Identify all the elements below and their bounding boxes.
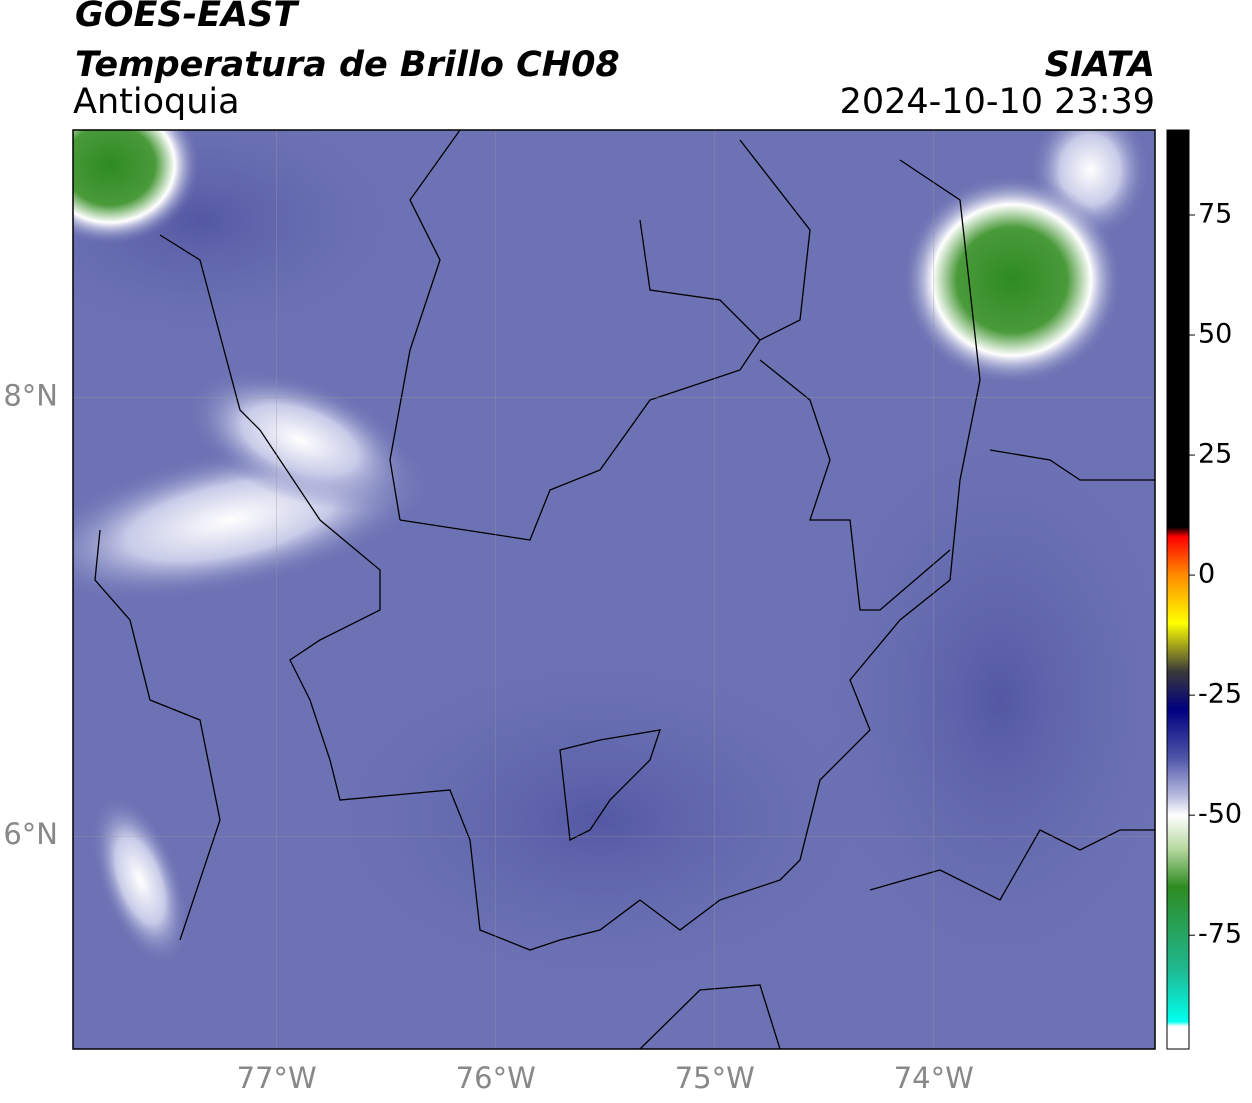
border	[159, 159, 981, 951]
cloud	[185, 370, 415, 510]
subtitle: Temperatura de Brillo CH08	[75, 45, 620, 85]
colorbar-tick-label: 75	[1198, 198, 1232, 229]
map-field	[73, 130, 1155, 1049]
convective-cloud	[902, 175, 1122, 385]
border	[989, 449, 1155, 481]
border	[639, 984, 781, 1049]
map-frame	[72, 129, 1156, 1050]
timestamp: 2024-10-10 23:39	[840, 82, 1155, 122]
source: SIATA	[1045, 45, 1155, 85]
border	[389, 130, 461, 521]
colorbar-tick-label: 0	[1198, 559, 1215, 590]
colorbar-tick-label: 25	[1198, 439, 1232, 470]
colorbar-tick-label: -75	[1198, 919, 1242, 950]
border	[399, 139, 811, 541]
colorbar	[1166, 129, 1190, 1050]
cold-area	[800, 400, 1155, 1000]
border	[759, 359, 951, 611]
colorbar-tick-label: 50	[1198, 319, 1232, 350]
x-tick-label: 74°W	[894, 1061, 974, 1095]
border	[559, 729, 661, 841]
y-tick-label: 6°N	[3, 817, 58, 851]
x-tick-label: 76°W	[456, 1061, 536, 1095]
title: GOES-EAST	[75, 0, 300, 35]
x-tick-label: 75°W	[675, 1061, 755, 1095]
border	[869, 829, 1155, 901]
convective-cloud	[73, 130, 200, 245]
y-tick-label: 8°N	[3, 379, 58, 413]
border	[94, 529, 221, 941]
cold-area	[300, 640, 900, 1000]
x-tick-label: 77°W	[237, 1061, 317, 1095]
cloud	[91, 794, 189, 966]
region: Antioquia	[73, 82, 240, 122]
colorbar-tick-label: -50	[1198, 799, 1242, 830]
border	[639, 219, 761, 341]
colorbar-tick-label: -25	[1198, 679, 1242, 710]
cold-area	[73, 130, 420, 350]
